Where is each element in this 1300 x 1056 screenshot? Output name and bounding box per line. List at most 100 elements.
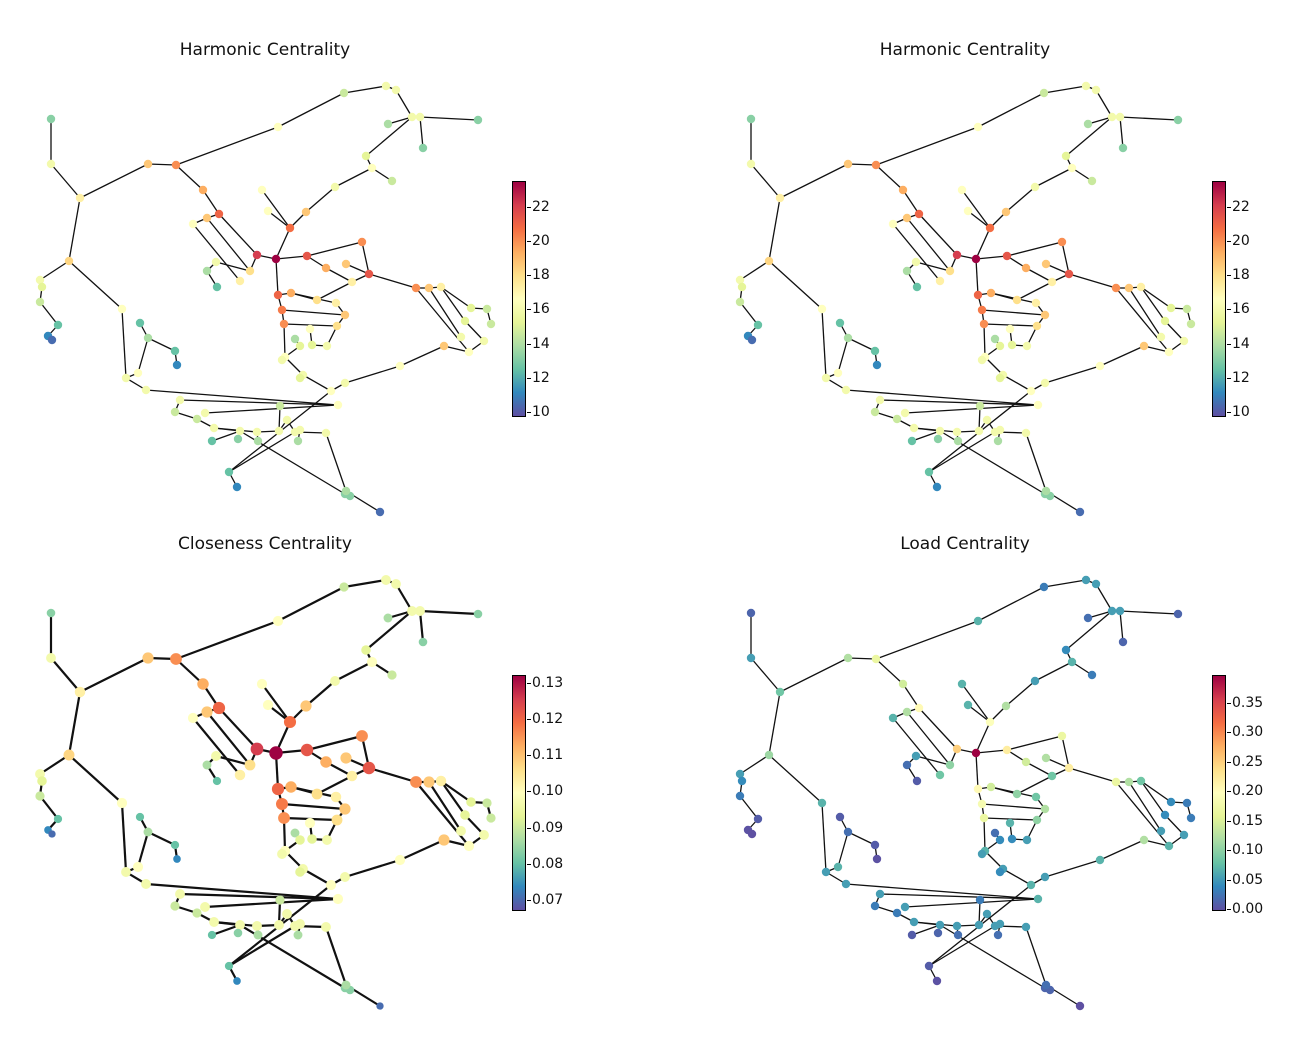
graph-node	[295, 373, 305, 383]
graph-node	[995, 835, 1005, 845]
graph-node	[1040, 378, 1050, 388]
graph-edge	[39, 795, 59, 820]
graph-node	[235, 426, 245, 436]
graph-node	[304, 817, 316, 829]
graph-node	[253, 930, 263, 940]
graph-node	[387, 670, 397, 680]
graph-node	[46, 114, 56, 124]
graph-node	[279, 319, 289, 329]
graph-edge	[334, 661, 373, 682]
graph-edge	[204, 897, 339, 909]
graph-node	[909, 423, 919, 433]
graph-node	[1030, 676, 1040, 686]
graph-node	[63, 749, 75, 761]
graph-edge	[440, 286, 466, 322]
graph-node	[271, 254, 281, 264]
graph-node	[187, 712, 199, 724]
graph-edge	[267, 210, 291, 229]
graph-edge	[343, 578, 387, 589]
graph-node	[1040, 872, 1050, 882]
graph-node	[321, 922, 331, 932]
graph-edge	[215, 754, 251, 767]
colorbar-ticks: 0.13 0.12 0.11 0.10 0.09 0.08 0.07	[526, 675, 592, 911]
graph-node	[361, 151, 371, 161]
graph-node	[276, 798, 288, 810]
graph-node	[37, 776, 47, 786]
graph-edge	[145, 389, 339, 406]
graph-node	[1118, 143, 1128, 153]
colorbar-tick: 18	[527, 267, 550, 283]
graph-node	[135, 812, 145, 822]
graph-node	[333, 400, 343, 410]
graph-node	[841, 385, 851, 395]
graph-edge	[975, 752, 979, 790]
graph-node	[460, 316, 470, 326]
graph-node	[407, 606, 417, 616]
graph-node	[914, 703, 924, 713]
graph-node	[835, 812, 845, 822]
graph-edge	[879, 399, 1039, 406]
graph-node	[339, 582, 349, 592]
graph-node	[892, 908, 902, 918]
graph-node	[1002, 745, 1012, 755]
graph-edge	[228, 925, 296, 967]
graph-edge	[68, 197, 81, 262]
colorbar	[512, 675, 526, 911]
graph-node	[340, 752, 352, 764]
graph-node	[340, 378, 350, 388]
graph-node	[995, 373, 1005, 383]
graph-node	[234, 769, 246, 781]
graph-node	[263, 206, 273, 216]
graph-node	[170, 901, 180, 911]
graph-node	[1057, 237, 1067, 247]
graph-edge	[875, 126, 979, 166]
graph-node	[418, 637, 428, 647]
graph-edge	[325, 432, 347, 492]
graph-node	[979, 319, 989, 329]
graph-node	[1139, 341, 1149, 351]
panel-harmonic-1: Harmonic Centrality 22 20 18 16 14 12 10	[0, 0, 650, 528]
graph-node	[331, 814, 343, 826]
graph-node	[233, 928, 243, 938]
graph-node	[1095, 855, 1105, 865]
graph-node	[418, 143, 428, 153]
graph-edge	[67, 691, 82, 756]
graph-node	[224, 467, 234, 477]
graph-edge	[913, 921, 941, 926]
graph-node	[277, 355, 287, 365]
graph-edge	[68, 260, 123, 310]
graph-edge	[228, 431, 296, 473]
graph-node	[1012, 295, 1022, 305]
graph-node	[202, 213, 212, 223]
graph-node	[985, 717, 995, 727]
graph-node	[273, 122, 283, 132]
graph-node	[302, 251, 312, 261]
graph-node	[952, 250, 962, 260]
graph-node	[202, 266, 212, 276]
graph-edge	[302, 374, 332, 392]
graph-node	[870, 901, 880, 911]
graph-node	[346, 770, 358, 782]
graph-edge	[343, 85, 387, 94]
graph-node	[973, 784, 983, 794]
graph-node	[48, 830, 56, 838]
graph-edge	[961, 683, 991, 723]
graph-edge	[344, 365, 401, 384]
graph-node	[1124, 283, 1134, 293]
graph-node	[1021, 263, 1031, 273]
graph-node	[737, 282, 747, 292]
graph-node	[282, 909, 292, 919]
graph-edge	[277, 586, 345, 622]
graph-node	[362, 761, 376, 775]
graph-node	[775, 687, 785, 697]
graph-node	[482, 798, 492, 808]
graph-node	[361, 645, 371, 655]
graph-edge	[120, 802, 128, 873]
graph-node	[356, 730, 368, 742]
graph-edge	[365, 116, 413, 157]
graph-edge	[305, 680, 336, 707]
graph-edge	[975, 749, 1008, 754]
graph-edge	[306, 734, 363, 752]
graph-node	[979, 813, 989, 823]
graph-edge	[192, 717, 241, 776]
